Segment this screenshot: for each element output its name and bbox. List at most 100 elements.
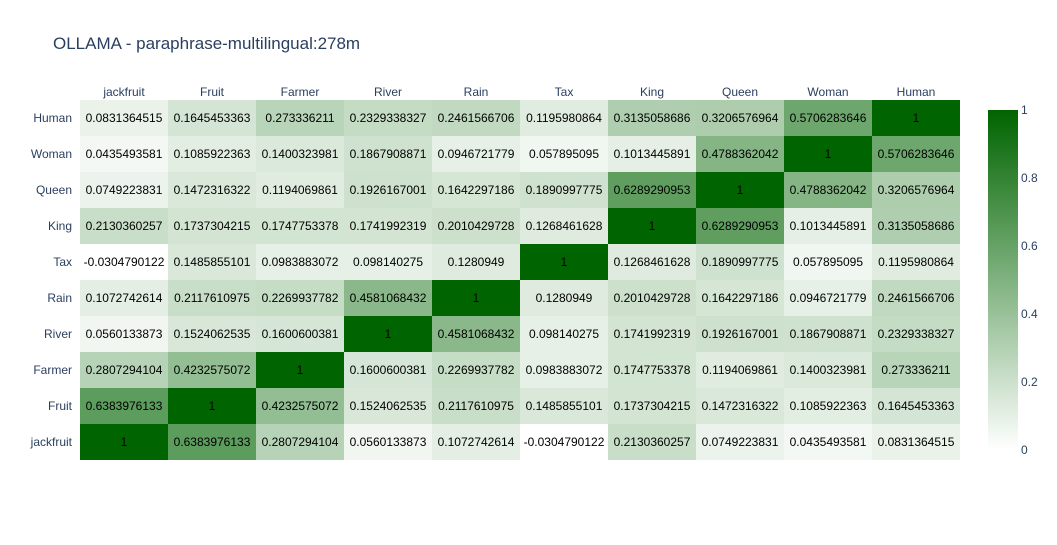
cell-value-label: 0.1400323981 — [262, 147, 339, 161]
cell-value-label: 0.1072742614 — [86, 291, 163, 305]
heatmap-cell — [872, 388, 960, 424]
cell-value-label: 0.0831364515 — [878, 435, 955, 449]
cell-value-label: 0.1737304215 — [614, 399, 691, 413]
x-tick-label: River — [374, 85, 402, 99]
heatmap-cell — [520, 172, 608, 208]
heatmap-cell — [608, 100, 696, 136]
heatmap-cell — [696, 280, 784, 316]
x-tick-label: Tax — [555, 85, 574, 99]
heatmap-cell — [608, 388, 696, 424]
heatmap-cell — [784, 352, 872, 388]
heatmap-cell — [168, 172, 256, 208]
heatmap-cell — [608, 352, 696, 388]
cell-value-label: 0.2269937782 — [262, 291, 339, 305]
y-tick-label: King — [48, 219, 72, 233]
heatmap-cell — [520, 280, 608, 316]
cell-value-label: 0.0983883072 — [262, 255, 339, 269]
heatmap-cell — [344, 136, 432, 172]
cell-value-label: 0.2461566706 — [438, 111, 515, 125]
heatmap-cell — [432, 208, 520, 244]
heatmap-cell — [256, 100, 344, 136]
cell-value-label: 0.1472316322 — [174, 183, 251, 197]
heatmap-cell — [784, 388, 872, 424]
heatmap-cell — [168, 100, 256, 136]
heatmap-cell — [344, 280, 432, 316]
chart-title: OLLAMA - paraphrase-multilingual:278m — [53, 34, 361, 53]
heatmap-cell — [80, 100, 168, 136]
heatmap-cell — [256, 424, 344, 460]
heatmap-cell — [520, 424, 608, 460]
heatmap-cell — [168, 136, 256, 172]
heatmap-cell — [520, 352, 608, 388]
cell-value-label: 0.0560133873 — [350, 435, 427, 449]
heatmap-cell — [256, 244, 344, 280]
x-tick-label: Woman — [807, 85, 848, 99]
heatmap-cell — [80, 280, 168, 316]
heatmap-cell — [784, 100, 872, 136]
heatmap-cell — [696, 208, 784, 244]
heatmap-cell-labels: 0.0831364515 0.1645453363 0.273336211 0.232… — [84, 111, 955, 449]
heatmap-cell — [432, 244, 520, 280]
heatmap-cell — [872, 280, 960, 316]
heatmap-cell — [432, 388, 520, 424]
cell-value-label: 1 — [561, 255, 568, 269]
cell-value-label: 0.1642297186 — [438, 183, 515, 197]
heatmap-cell — [784, 316, 872, 352]
heatmap-cell — [256, 352, 344, 388]
y-tick-label: River — [44, 327, 72, 341]
heatmap-cell — [80, 424, 168, 460]
cell-value-label: 0.2329338327 — [878, 327, 955, 341]
cell-value-label: 0.0831364515 — [86, 111, 163, 125]
heatmap-cell — [168, 244, 256, 280]
heatmap-cell — [344, 316, 432, 352]
heatmap-cell — [696, 388, 784, 424]
heatmap-cell — [344, 388, 432, 424]
cell-value-label: 1 — [121, 435, 128, 449]
cell-value-label: 0.098140275 — [353, 255, 423, 269]
heatmap-cell — [696, 244, 784, 280]
heatmap-cell — [432, 280, 520, 316]
colorbar-tick-label: 0.6 — [1021, 239, 1038, 253]
y-tick-label: jackfruit — [30, 435, 73, 449]
heatmap-cell — [784, 208, 872, 244]
heatmap-cell — [872, 424, 960, 460]
cell-value-label: 0.1524062535 — [350, 399, 427, 413]
heatmap-cell — [432, 424, 520, 460]
y-tick-label: Queen — [36, 183, 72, 197]
heatmap-cell — [168, 316, 256, 352]
heatmap-cell — [872, 100, 960, 136]
cell-value-label: 0.1280949 — [536, 291, 593, 305]
heatmap-cell — [696, 424, 784, 460]
heatmap-cell — [696, 136, 784, 172]
cell-value-label: 0.1268461628 — [614, 255, 691, 269]
y-tick-label: Tax — [53, 255, 72, 269]
cell-value-label: 0.4788362042 — [790, 183, 867, 197]
cell-value-label: 0.4581068432 — [350, 291, 427, 305]
heatmap-cell — [256, 280, 344, 316]
cell-value-label: 0.3206576964 — [878, 183, 955, 197]
heatmap-cell — [608, 172, 696, 208]
cell-value-label: 0.273336211 — [881, 363, 951, 377]
heatmap-cell — [344, 100, 432, 136]
heatmap-cell — [784, 172, 872, 208]
x-tick-label: Fruit — [200, 85, 225, 99]
heatmap-cell — [168, 280, 256, 316]
cell-value-label: 0.0435493581 — [790, 435, 867, 449]
y-axis-tick-labels: Human Woman Queen King Tax Rain River Farmer Fru… — [30, 111, 73, 449]
heatmap-cell — [520, 388, 608, 424]
cell-value-label: 0.2010429728 — [438, 219, 515, 233]
heatmap-cell — [608, 424, 696, 460]
heatmap-cell — [80, 136, 168, 172]
cell-value-label: 0.1195980864 — [878, 255, 954, 269]
cell-value-label: 0.1194069861 — [702, 363, 778, 377]
cell-value-label: 0.1472316322 — [702, 399, 779, 413]
cell-value-label: 0.2010429728 — [614, 291, 691, 305]
cell-value-label: 0.1741992319 — [350, 219, 427, 233]
cell-value-label: 0.6383976133 — [174, 435, 251, 449]
cell-value-label: 0.3135058686 — [614, 111, 691, 125]
heatmap-cell — [872, 172, 960, 208]
heatmap-cell — [696, 172, 784, 208]
cell-value-label: 0.1600600381 — [262, 327, 339, 341]
cell-value-label: 0.1642297186 — [702, 291, 779, 305]
cell-value-label: 0.6383976133 — [86, 399, 163, 413]
